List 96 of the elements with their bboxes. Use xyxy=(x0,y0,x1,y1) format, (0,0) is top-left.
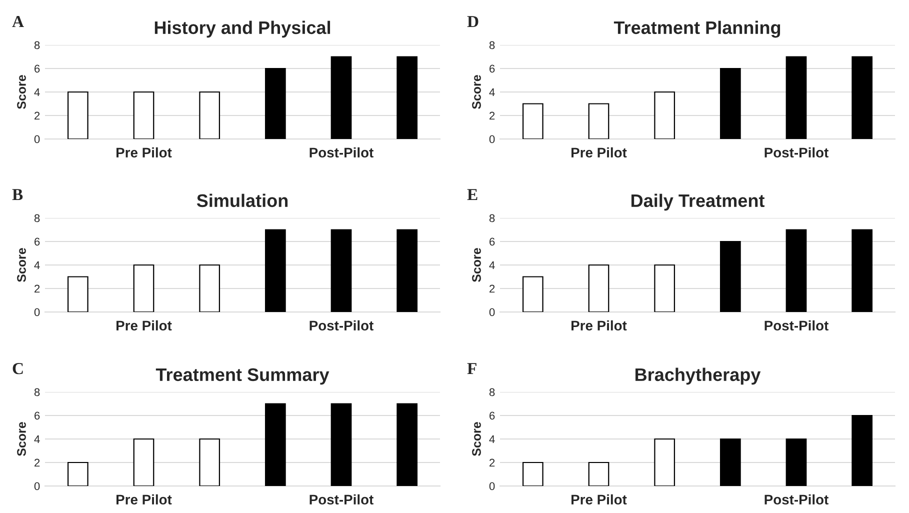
bar xyxy=(396,403,418,486)
chart-title: Simulation xyxy=(196,194,288,208)
bar xyxy=(852,229,873,312)
y-tick-label: 8 xyxy=(34,41,40,50)
bar xyxy=(720,438,741,486)
bar xyxy=(786,229,807,312)
bar xyxy=(786,438,807,486)
x-tick-label: Pre Pilot xyxy=(572,494,627,505)
bar xyxy=(264,403,286,486)
bar xyxy=(330,229,352,312)
bar xyxy=(588,462,610,486)
y-tick-label: 2 xyxy=(490,284,495,293)
chart-title: History and Physical xyxy=(154,20,330,38)
bar xyxy=(67,276,88,312)
chart-title: Treatment Planning xyxy=(614,20,780,38)
y-tick-label: 2 xyxy=(34,284,40,293)
y-tick-label: 6 xyxy=(34,64,40,73)
bar xyxy=(330,56,352,139)
bar xyxy=(654,264,676,312)
y-tick-label: 6 xyxy=(490,238,495,246)
y-axis-title: Score xyxy=(17,75,26,110)
x-tick-label: Pre Pilot xyxy=(116,147,172,158)
x-tick-label: Pre Pilot xyxy=(572,320,627,331)
y-tick-label: 4 xyxy=(34,261,40,270)
bar xyxy=(67,462,88,486)
bar xyxy=(396,229,418,312)
y-tick-label: 4 xyxy=(489,88,495,96)
bar xyxy=(133,438,154,486)
y-tick-label: 2 xyxy=(34,112,40,120)
y-tick-label: 4 xyxy=(34,88,40,96)
y-tick-label: 6 xyxy=(490,412,495,420)
bar xyxy=(852,414,873,486)
bar xyxy=(264,68,286,139)
bar xyxy=(720,240,741,312)
bar xyxy=(654,438,676,486)
y-tick-label: 6 xyxy=(34,412,40,420)
y-tick-label: 0 xyxy=(34,308,40,316)
text: E xyxy=(467,189,478,200)
bar xyxy=(67,91,88,139)
y-axis-title: Score xyxy=(472,422,481,456)
chart-title: Treatment Summary xyxy=(156,368,330,385)
y-tick-label: 0 xyxy=(489,135,495,144)
bar xyxy=(199,438,220,486)
x-tick-label: Post-Pilot xyxy=(764,147,828,158)
bar xyxy=(588,103,610,139)
y-tick-label: 2 xyxy=(34,458,40,467)
chart-title: Daily Treatment xyxy=(631,194,765,211)
y-tick-label: 2 xyxy=(490,112,495,120)
x-tick-label: Post-Pilot xyxy=(310,147,374,158)
y-tick-label: 0 xyxy=(489,482,495,490)
y-tick-label: 8 xyxy=(489,388,495,396)
y-axis-title: Score xyxy=(472,75,481,110)
bar xyxy=(264,229,286,312)
chart-title: Brachytherapy xyxy=(635,368,761,385)
text: B xyxy=(12,189,23,200)
bar xyxy=(522,103,544,139)
y-tick-label: 0 xyxy=(34,482,40,490)
text: D xyxy=(467,16,478,28)
y-tick-label: 6 xyxy=(34,238,40,246)
x-tick-label: Pre Pilot xyxy=(572,147,627,158)
y-tick-label: 6 xyxy=(490,64,495,73)
y-axis-title: Score xyxy=(472,248,481,282)
text: A xyxy=(12,16,24,28)
y-tick-label: 2 xyxy=(490,458,495,467)
y-tick-label: 8 xyxy=(489,214,495,222)
y-tick-label: 8 xyxy=(34,214,40,222)
x-tick-label: Post-Pilot xyxy=(764,320,828,331)
y-tick-label: 8 xyxy=(34,388,40,396)
y-tick-label: 4 xyxy=(34,435,40,444)
y-axis-title: Score xyxy=(17,422,26,456)
x-tick-label: Post-Pilot xyxy=(764,494,828,505)
x-tick-label: Pre Pilot xyxy=(116,320,172,331)
bar xyxy=(786,56,807,139)
bar xyxy=(720,68,741,139)
bar xyxy=(199,91,220,139)
y-tick-label: 0 xyxy=(489,308,495,316)
bar xyxy=(522,276,544,312)
x-tick-label: Post-Pilot xyxy=(310,320,374,331)
bar xyxy=(852,56,873,139)
y-axis-title: Score xyxy=(17,248,26,282)
bar xyxy=(199,264,220,312)
bar xyxy=(588,264,610,312)
y-tick-label: 0 xyxy=(34,135,40,144)
y-tick-label: 8 xyxy=(489,41,495,50)
bar xyxy=(133,264,154,312)
text: F xyxy=(467,363,476,374)
bar xyxy=(133,91,154,139)
y-tick-label: 4 xyxy=(489,261,495,270)
bar xyxy=(522,462,544,486)
x-tick-label: Post-Pilot xyxy=(310,494,374,505)
text: C xyxy=(12,362,23,374)
bar xyxy=(654,91,676,139)
y-tick-label: 4 xyxy=(489,435,495,444)
bar xyxy=(330,403,352,486)
bar xyxy=(396,56,418,139)
x-tick-label: Pre Pilot xyxy=(116,494,172,505)
